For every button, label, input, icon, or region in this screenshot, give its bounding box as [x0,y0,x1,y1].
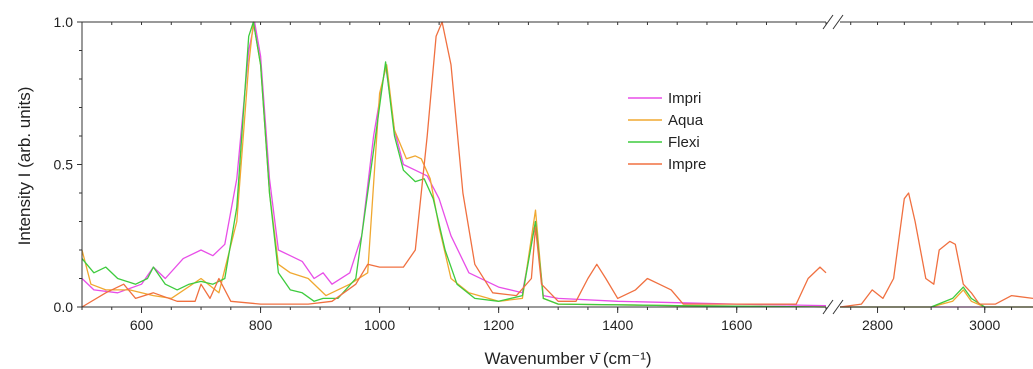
tick-labels: 0.0 0.5 1.0 600 800 1000 1200 1400 1600 2800 3000 [54,14,1001,333]
tick-marks [77,21,1013,313]
legend: Impri Aqua Flexi Impre [628,90,706,173]
y-tick-label: 1.0 [54,14,74,30]
x-tick-label: 1000 [364,317,395,333]
break-slash [832,14,844,30]
series-line-aqua-seg1 [81,21,827,308]
axis-break-marks [822,14,844,315]
x-axis-label: Wavenumber ν̄ (cm⁻¹) [484,349,651,368]
legend-label-impri: Impri [668,90,701,107]
y-tick-label: 0.0 [54,299,74,315]
x-tick-label: 600 [130,317,154,333]
axes [81,21,1033,308]
series-line-flexi-seg1 [81,21,827,308]
x-tick-label: 2800 [862,317,893,333]
x-tick-label: 800 [249,317,273,333]
legend-label-flexi: Flexi [668,134,700,151]
legend-label-aqua: Aqua [668,112,704,129]
break-slash [832,299,844,315]
series-line-impre-seg1 [81,21,827,308]
series-line-flexi-seg2 [840,286,1033,308]
series-line-impre-seg2 [839,192,1033,308]
series-line-impri-seg1 [81,21,827,307]
y-tick-label: 0.5 [54,157,74,173]
break-slash [822,14,834,30]
x-tick-label: 1200 [483,317,514,333]
spectra-curves [81,21,1033,308]
break-slash [822,299,834,315]
x-tick-label: 1400 [602,317,633,333]
x-tick-label: 3000 [969,317,1000,333]
x-tick-label: 1600 [721,317,752,333]
y-axis-label: Intensity I (arb. units) [15,87,34,246]
legend-label-impre: Impre [668,156,706,173]
